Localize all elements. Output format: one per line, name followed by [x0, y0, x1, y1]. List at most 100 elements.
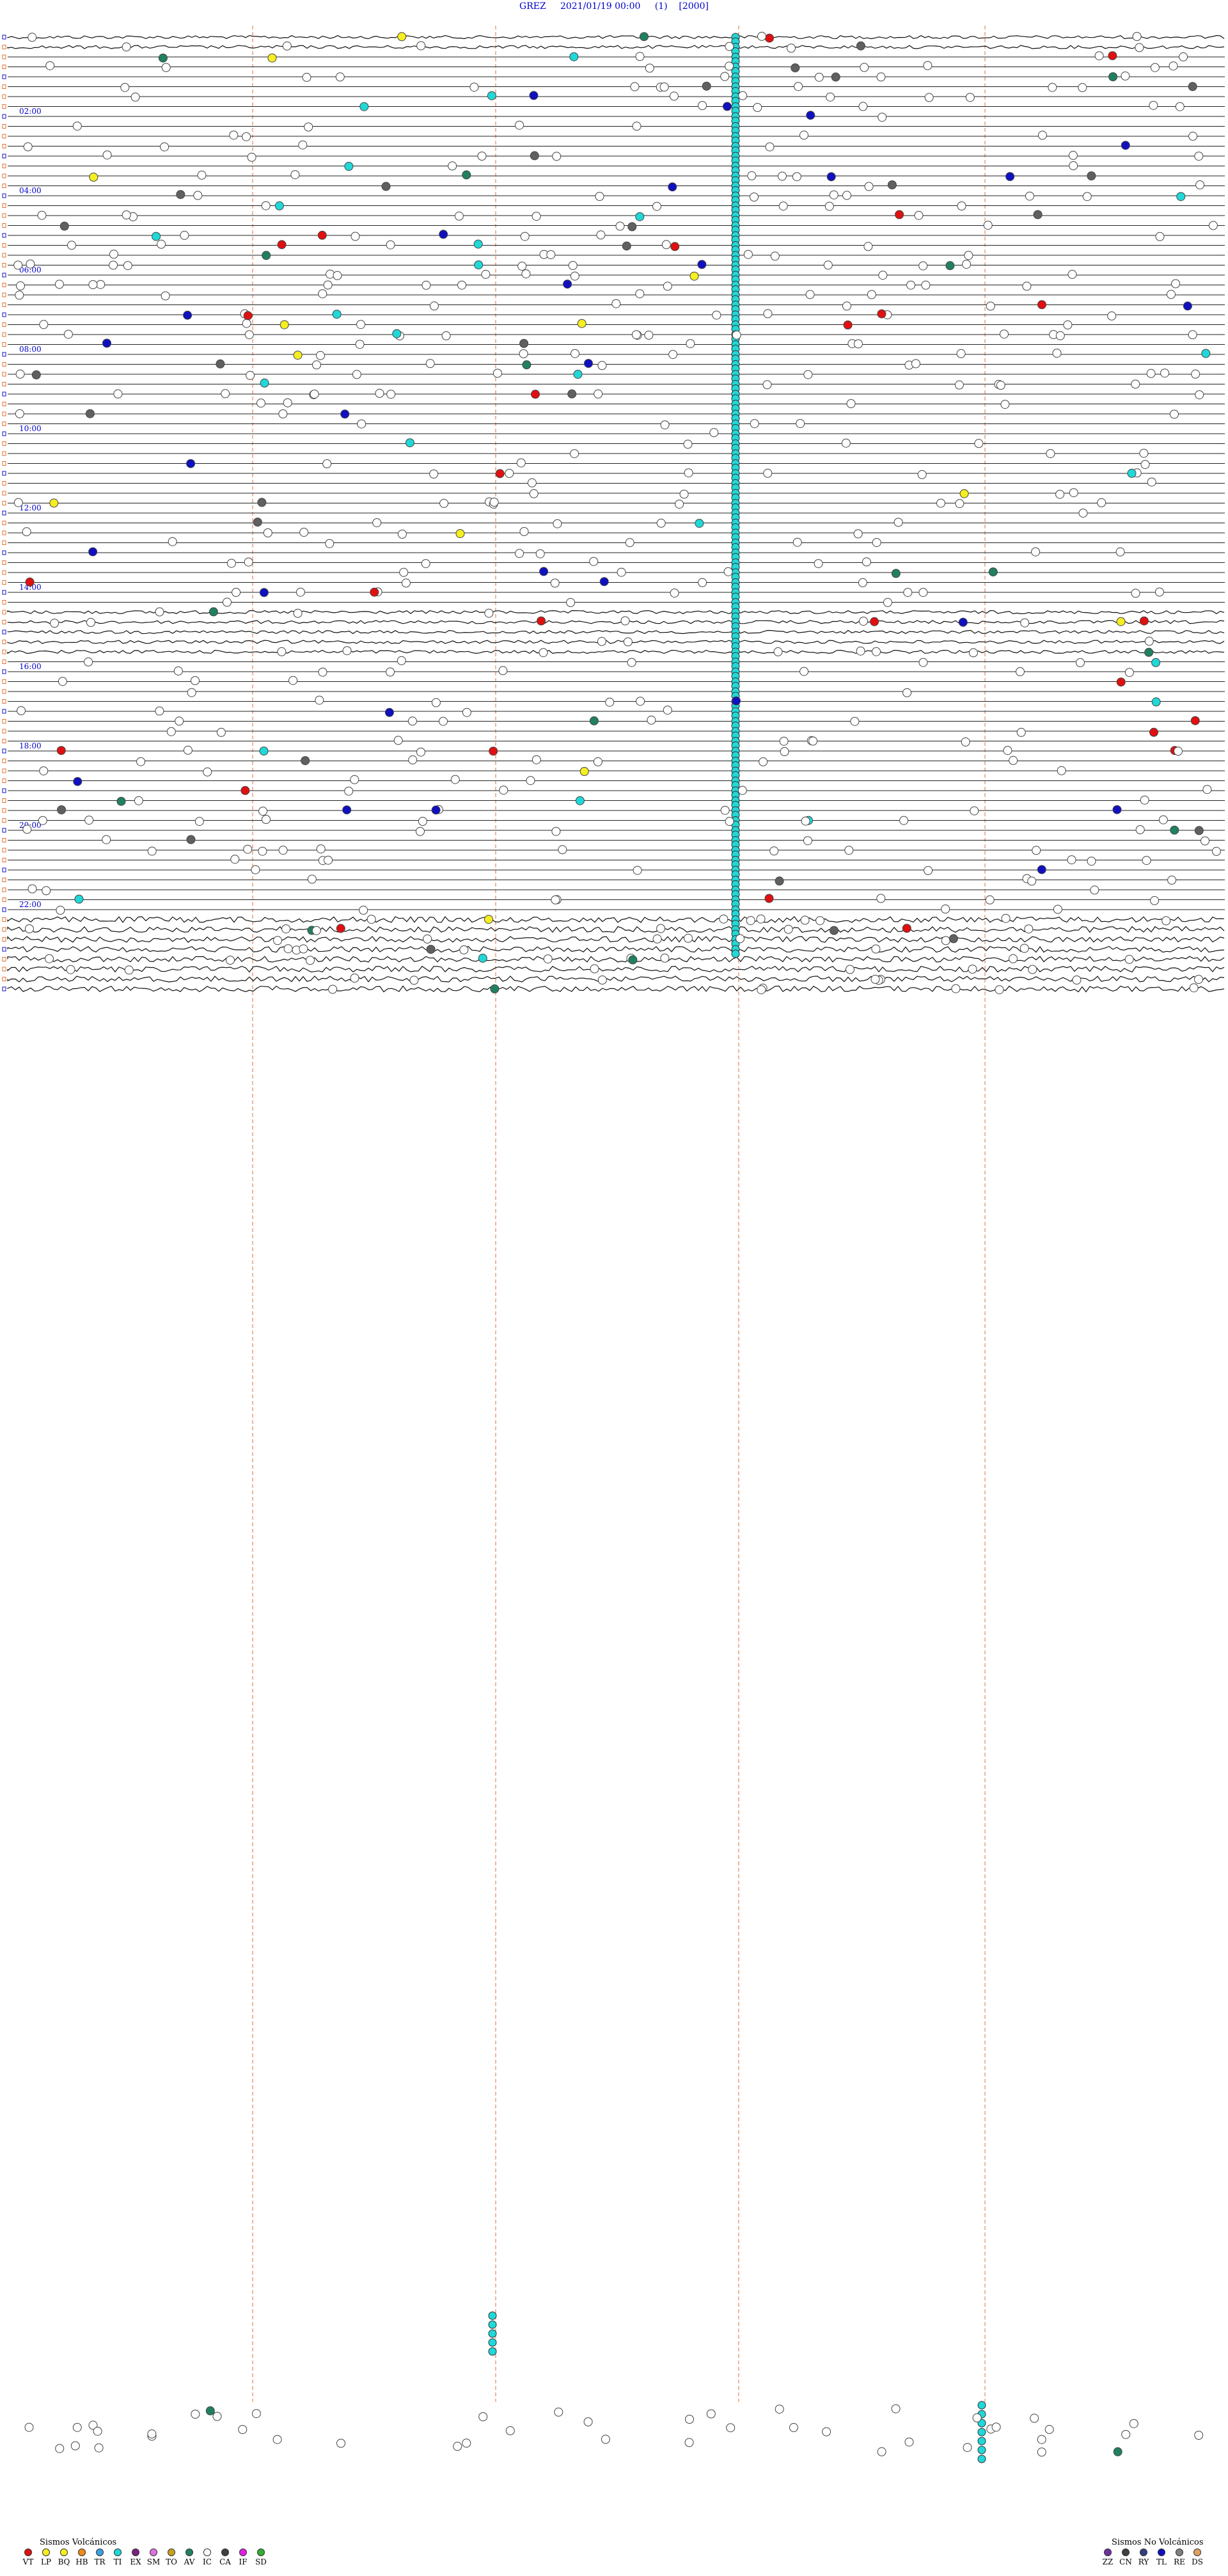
event-marker [283, 398, 292, 407]
event-marker [891, 2404, 901, 2414]
seismic-trace [7, 965, 1225, 973]
event-marker [568, 261, 578, 270]
event-marker [846, 399, 856, 408]
seismic-trace [7, 985, 1225, 993]
event-marker [878, 271, 888, 280]
event-marker [961, 737, 970, 747]
event-marker [70, 2441, 80, 2451]
event-marker [183, 745, 193, 755]
event-marker [1113, 2447, 1122, 2456]
event-marker [526, 776, 535, 786]
event-marker [814, 72, 824, 82]
event-marker [826, 172, 836, 182]
event-marker [527, 478, 537, 487]
trace-tick [2, 441, 6, 446]
event-marker [122, 42, 131, 52]
trace-tick [2, 590, 6, 595]
event-marker [941, 905, 950, 913]
event-marker [173, 666, 183, 676]
event-marker [421, 559, 430, 569]
event-marker [590, 964, 599, 974]
event-marker [858, 102, 868, 111]
event-marker [324, 855, 333, 865]
event-marker-ti [488, 2320, 497, 2329]
hour-label: 18:00 [19, 741, 42, 750]
event-marker [1009, 755, 1018, 765]
legend-item-sm: SM [145, 2548, 162, 2566]
event-marker [1129, 2419, 1138, 2428]
event-marker [1194, 975, 1203, 984]
event-marker [631, 330, 641, 340]
event-marker [723, 102, 732, 111]
trace-tick [2, 788, 6, 793]
event-marker [965, 93, 975, 102]
event-marker [787, 43, 796, 53]
event-marker [58, 677, 67, 686]
trace-tick [2, 173, 6, 178]
event-marker [1037, 865, 1046, 874]
event-marker [418, 817, 427, 826]
trace-tick [2, 729, 6, 734]
event-marker [684, 468, 693, 478]
trace-tick [2, 699, 6, 704]
legend-item-to: TO [162, 2548, 180, 2566]
event-marker [644, 330, 654, 340]
event-marker [584, 359, 593, 368]
event-marker [743, 249, 753, 259]
event-marker [229, 130, 239, 140]
event-marker [259, 588, 269, 597]
event-marker [1124, 954, 1134, 964]
event-marker [530, 151, 539, 161]
event-marker [620, 616, 630, 626]
event-marker [278, 846, 288, 855]
event-marker [1016, 727, 1026, 737]
event-marker [640, 32, 649, 42]
event-marker [698, 578, 707, 587]
event-marker-ti [977, 2446, 986, 2454]
trace-tick [2, 213, 6, 218]
event-marker [783, 924, 793, 934]
hour-label: 06:00 [19, 265, 42, 274]
event-marker [877, 2447, 886, 2456]
event-marker [457, 280, 467, 290]
event-marker [815, 916, 825, 926]
event-marker [1169, 61, 1178, 71]
trace-tick [2, 550, 6, 555]
event-marker [1052, 349, 1062, 358]
event-marker [1028, 965, 1037, 974]
event-marker [780, 747, 789, 756]
event-marker [274, 201, 284, 210]
event-marker [312, 360, 321, 370]
event-marker [589, 716, 599, 725]
seismic-trace [7, 640, 1225, 644]
event-marker [1032, 846, 1041, 855]
trace-tick [2, 481, 6, 486]
event-marker [808, 736, 818, 746]
event-marker [25, 577, 35, 587]
event-marker [867, 290, 876, 299]
event-marker [290, 170, 300, 180]
event-marker [1001, 913, 1011, 923]
event-marker [535, 549, 545, 558]
event-marker [257, 498, 267, 507]
event-marker [824, 201, 834, 211]
legend-code: CA [219, 2557, 231, 2566]
event-marker [719, 914, 728, 924]
event-marker [1183, 301, 1192, 311]
event-marker [1116, 677, 1126, 687]
event-marker [1144, 647, 1154, 657]
legend-code: VT [22, 2557, 34, 2566]
trace-tick [2, 35, 6, 40]
event-marker [350, 232, 360, 241]
event-marker [316, 351, 325, 360]
event-marker [663, 706, 672, 715]
event-marker [891, 569, 901, 578]
event-marker [253, 518, 262, 527]
event-marker [1171, 279, 1181, 288]
event-marker [1082, 192, 1092, 201]
event-marker [251, 2409, 261, 2419]
event-marker [860, 63, 869, 72]
event-marker [647, 715, 656, 725]
event-marker [495, 469, 505, 478]
event-marker [333, 271, 342, 280]
